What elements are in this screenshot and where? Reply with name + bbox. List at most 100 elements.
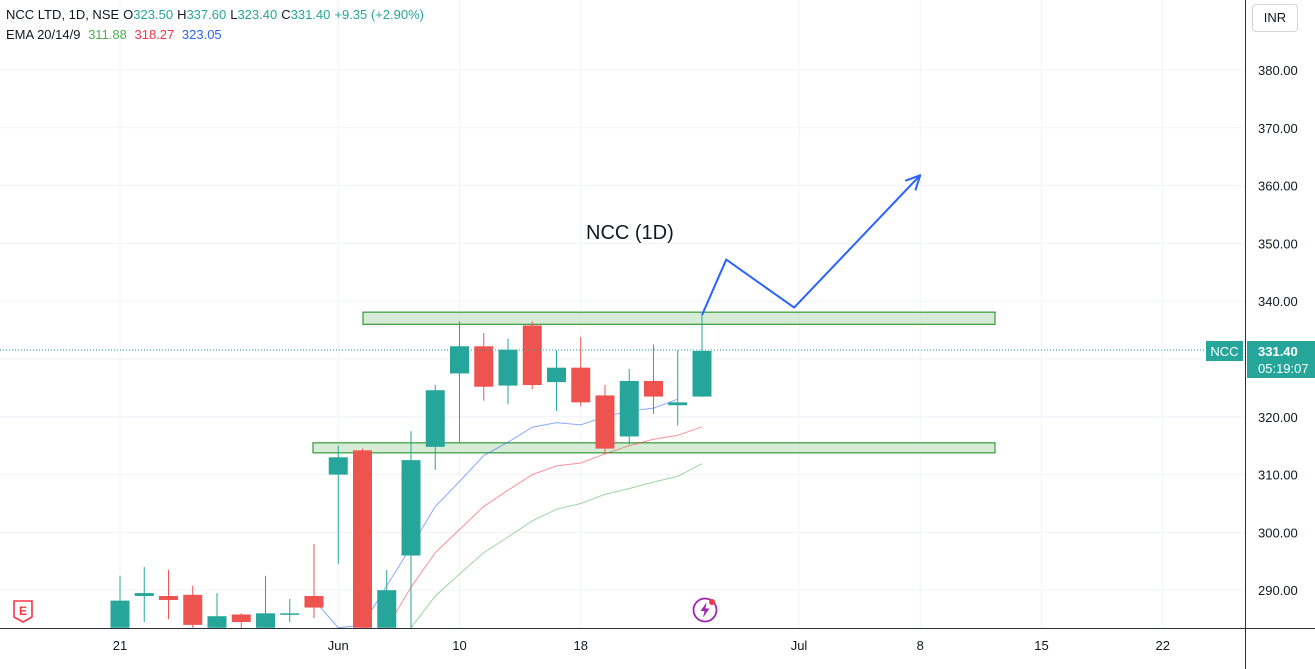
high-value: 337.60 xyxy=(186,7,227,22)
candle xyxy=(304,543,324,618)
earnings-icon[interactable]: E xyxy=(10,598,36,624)
candle-body xyxy=(692,350,712,397)
zone-rect xyxy=(362,311,996,325)
open-label: O xyxy=(123,7,134,22)
time-tick-label: 15 xyxy=(1034,638,1048,653)
candle xyxy=(110,575,130,628)
candle-body xyxy=(498,349,518,386)
ema20-value: 311.88 xyxy=(88,27,127,42)
price-tick-label: 320.00 xyxy=(1258,410,1298,425)
candle xyxy=(280,598,300,622)
low-value: 323.40 xyxy=(237,7,278,22)
low-label: L xyxy=(230,7,238,22)
candle xyxy=(353,448,372,628)
ema9-value: 323.05 xyxy=(181,27,222,42)
close-label: C xyxy=(281,7,291,22)
candle xyxy=(644,344,663,414)
candle-body xyxy=(134,593,154,596)
projection-path xyxy=(701,174,921,316)
symbol-tag-bg xyxy=(1206,341,1243,361)
time-tick-label: Jun xyxy=(328,638,349,653)
candle-body xyxy=(304,595,324,608)
candle-body xyxy=(353,450,372,628)
bar-countdown: 05:19:07 xyxy=(1258,361,1309,376)
candle-body xyxy=(401,460,421,556)
projection-arrow xyxy=(701,174,922,316)
candle-body xyxy=(328,457,348,475)
time-tick-label: 18 xyxy=(574,638,588,653)
candle xyxy=(377,569,397,628)
price-tick-label: 360.00 xyxy=(1258,179,1298,194)
time-axis[interactable]: 21 Jun 10 18 Jul 8 15 22 xyxy=(113,638,1170,653)
candlesticks xyxy=(110,315,712,628)
candle xyxy=(183,585,203,628)
close-value: 331.40 xyxy=(290,7,331,22)
candle xyxy=(522,321,542,390)
current-price: 331.40 xyxy=(1258,344,1298,359)
time-tick-label: 10 xyxy=(452,638,466,653)
time-tick-label: Jul xyxy=(791,638,808,653)
ema-lines xyxy=(313,398,703,629)
candle xyxy=(595,385,615,455)
change-value: +9.35 (+2.90%) xyxy=(334,7,424,22)
candle xyxy=(401,431,421,628)
price-tick-label: 370.00 xyxy=(1258,121,1298,136)
currency-badge[interactable]: INR xyxy=(1252,4,1298,32)
time-tick-label: 21 xyxy=(113,638,127,653)
candle xyxy=(668,350,688,426)
price-tick-label: 300.00 xyxy=(1258,525,1298,540)
price-tick-label: 340.00 xyxy=(1258,294,1298,309)
ema-line-0 xyxy=(410,463,703,629)
price-tag-bg xyxy=(1247,341,1315,378)
candle-body xyxy=(619,380,639,437)
ema-legend: EMA 20/14/9 311.88 318.27 323.05 xyxy=(6,27,226,42)
candle-body xyxy=(595,395,615,449)
open-value: 323.50 xyxy=(133,7,174,22)
candle xyxy=(619,368,639,445)
candle-body xyxy=(159,595,178,601)
ema-label: EMA 20/14/9 xyxy=(6,27,81,42)
candle xyxy=(547,350,566,412)
candle-body xyxy=(668,402,688,406)
ema14-value: 318.27 xyxy=(134,27,175,42)
flash-event-icon[interactable] xyxy=(691,596,719,624)
candle xyxy=(328,445,348,565)
candle xyxy=(450,321,469,443)
price-axis[interactable]: 380.00370.00360.00350.00340.00330.00320.… xyxy=(1258,63,1298,598)
candle-body xyxy=(231,614,251,622)
candle xyxy=(474,332,494,401)
ema-line-2 xyxy=(313,398,678,629)
candle-body xyxy=(280,613,300,615)
candle xyxy=(231,613,251,628)
price-tick-label: 290.00 xyxy=(1258,583,1298,598)
time-tick-label: 8 xyxy=(917,638,924,653)
candle xyxy=(134,567,154,622)
price-tick-label: 380.00 xyxy=(1258,63,1298,78)
candle-body xyxy=(450,346,469,374)
arrow-head xyxy=(904,174,922,191)
symbol-title: NCC LTD, 1D, NSE xyxy=(6,7,120,22)
candle xyxy=(571,337,591,407)
support-resistance-zones xyxy=(312,311,996,454)
candle xyxy=(425,385,445,470)
candle-body xyxy=(110,600,130,628)
svg-text:E: E xyxy=(19,604,27,618)
ema-line-1 xyxy=(386,426,703,629)
candle-body xyxy=(425,390,445,447)
symbol-tag: NCC xyxy=(1210,344,1238,359)
candle-body xyxy=(644,380,663,397)
candle-body xyxy=(256,613,275,628)
time-tick-label: 22 xyxy=(1156,638,1170,653)
zone-rect xyxy=(312,442,996,454)
annotation-text: NCC (1D) xyxy=(586,222,674,244)
candle-body xyxy=(571,367,591,403)
candle-body xyxy=(183,594,203,625)
price-tag: NCC 331.40 05:19:07 xyxy=(1206,341,1315,378)
candle-body xyxy=(377,590,397,628)
candle-body xyxy=(474,346,494,387)
candle xyxy=(692,315,712,398)
candle xyxy=(256,575,275,628)
candle xyxy=(498,338,518,405)
candle-body xyxy=(207,616,227,628)
